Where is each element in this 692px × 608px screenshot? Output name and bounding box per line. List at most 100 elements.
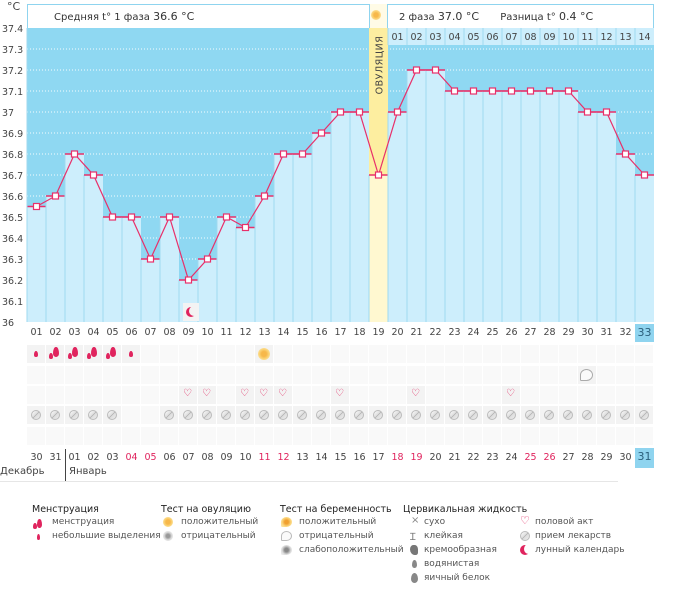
- calendar-date[interactable]: 18: [391, 452, 404, 463]
- day-cell[interactable]: [445, 427, 463, 445]
- day-cell[interactable]: [464, 406, 482, 424]
- calendar-date[interactable]: 15: [334, 452, 347, 463]
- day-cell[interactable]: [122, 406, 140, 424]
- day-cell[interactable]: [521, 366, 539, 384]
- calendar-date[interactable]: 04: [125, 452, 138, 463]
- cycle-day-label[interactable]: 25: [486, 327, 499, 338]
- cycle-day-label[interactable]: 28: [543, 327, 556, 338]
- day-cell[interactable]: [236, 406, 254, 424]
- day-cell[interactable]: ♡: [331, 386, 349, 404]
- day-cell[interactable]: [388, 427, 406, 445]
- day-cell[interactable]: [255, 345, 273, 363]
- day-cell[interactable]: [274, 427, 292, 445]
- calendar-date[interactable]: 13: [296, 452, 309, 463]
- day-cell[interactable]: [388, 386, 406, 404]
- calendar-date[interactable]: 14: [315, 452, 328, 463]
- day-cell[interactable]: [426, 406, 444, 424]
- calendar-date[interactable]: 25: [524, 452, 537, 463]
- calendar-date[interactable]: 27: [562, 452, 575, 463]
- day-cell[interactable]: [46, 406, 64, 424]
- day-cell[interactable]: [616, 386, 634, 404]
- day-cell[interactable]: [521, 345, 539, 363]
- day-cell[interactable]: [540, 406, 558, 424]
- day-cell[interactable]: [635, 406, 653, 424]
- day-cell[interactable]: [331, 406, 349, 424]
- cycle-day-label[interactable]: 08: [163, 327, 176, 338]
- day-cell[interactable]: [540, 345, 558, 363]
- cycle-day-label[interactable]: 07: [144, 327, 157, 338]
- day-cell[interactable]: [426, 427, 444, 445]
- day-cell[interactable]: [141, 366, 159, 384]
- cycle-day-label[interactable]: 17: [334, 327, 347, 338]
- day-cell[interactable]: [616, 427, 634, 445]
- day-cell[interactable]: [293, 366, 311, 384]
- day-cell[interactable]: [540, 366, 558, 384]
- day-cell[interactable]: [407, 406, 425, 424]
- day-cell[interactable]: [179, 366, 197, 384]
- calendar-date[interactable]: 06: [163, 452, 176, 463]
- cycle-day-label[interactable]: 02: [49, 327, 62, 338]
- calendar-date[interactable]: 01: [68, 452, 81, 463]
- day-cell[interactable]: [597, 427, 615, 445]
- day-cell[interactable]: [540, 427, 558, 445]
- cycle-day-label[interactable]: 06: [125, 327, 138, 338]
- day-cell[interactable]: [464, 386, 482, 404]
- cycle-day-label[interactable]: 33: [635, 324, 654, 342]
- calendar-date[interactable]: 28: [581, 452, 594, 463]
- day-cell[interactable]: [369, 406, 387, 424]
- day-cell[interactable]: [84, 345, 102, 363]
- day-cell[interactable]: [445, 406, 463, 424]
- day-cell[interactable]: [255, 366, 273, 384]
- cycle-day-label[interactable]: 13: [258, 327, 271, 338]
- day-cell[interactable]: [198, 427, 216, 445]
- day-cell[interactable]: [483, 406, 501, 424]
- cycle-day-label[interactable]: 29: [562, 327, 575, 338]
- day-cell[interactable]: [483, 345, 501, 363]
- day-cell[interactable]: [559, 345, 577, 363]
- day-cell[interactable]: [331, 345, 349, 363]
- calendar-date[interactable]: 02: [87, 452, 100, 463]
- day-cell[interactable]: [559, 386, 577, 404]
- day-cell[interactable]: [84, 366, 102, 384]
- day-cell[interactable]: [274, 345, 292, 363]
- cycle-day-label[interactable]: 26: [505, 327, 518, 338]
- day-cell[interactable]: [236, 366, 254, 384]
- day-cell[interactable]: [65, 427, 83, 445]
- day-cell[interactable]: [464, 366, 482, 384]
- day-cell[interactable]: [198, 345, 216, 363]
- cycle-day-label[interactable]: 14: [277, 327, 290, 338]
- calendar-date[interactable]: 05: [144, 452, 157, 463]
- calendar-date[interactable]: 30: [619, 452, 632, 463]
- day-cell[interactable]: [65, 406, 83, 424]
- day-cell[interactable]: [27, 406, 45, 424]
- moon-calendar-cell[interactable]: [183, 303, 199, 321]
- day-cell[interactable]: ♡: [179, 386, 197, 404]
- day-cell[interactable]: [103, 386, 121, 404]
- day-cell[interactable]: [160, 345, 178, 363]
- day-cell[interactable]: ♡: [407, 386, 425, 404]
- day-cell[interactable]: [312, 366, 330, 384]
- cycle-day-label[interactable]: 21: [410, 327, 423, 338]
- day-cell[interactable]: [426, 366, 444, 384]
- day-cell[interactable]: [407, 345, 425, 363]
- day-cell[interactable]: [141, 386, 159, 404]
- day-cell[interactable]: ♡: [502, 386, 520, 404]
- calendar-date[interactable]: 31: [49, 452, 62, 463]
- day-cell[interactable]: [426, 386, 444, 404]
- day-cell[interactable]: [407, 427, 425, 445]
- day-cell[interactable]: [103, 366, 121, 384]
- day-cell[interactable]: [122, 427, 140, 445]
- day-cell[interactable]: [103, 406, 121, 424]
- calendar-date[interactable]: 29: [600, 452, 613, 463]
- day-cell[interactable]: [46, 345, 64, 363]
- calendar-date[interactable]: 23: [486, 452, 499, 463]
- day-cell[interactable]: ♡: [255, 386, 273, 404]
- calendar-date[interactable]: 12: [277, 452, 290, 463]
- day-cell[interactable]: [616, 366, 634, 384]
- calendar-date[interactable]: 24: [505, 452, 518, 463]
- day-cell[interactable]: [141, 345, 159, 363]
- day-cell[interactable]: [312, 386, 330, 404]
- calendar-date[interactable]: 22: [467, 452, 480, 463]
- calendar-date[interactable]: 19: [410, 452, 423, 463]
- day-cell[interactable]: [236, 345, 254, 363]
